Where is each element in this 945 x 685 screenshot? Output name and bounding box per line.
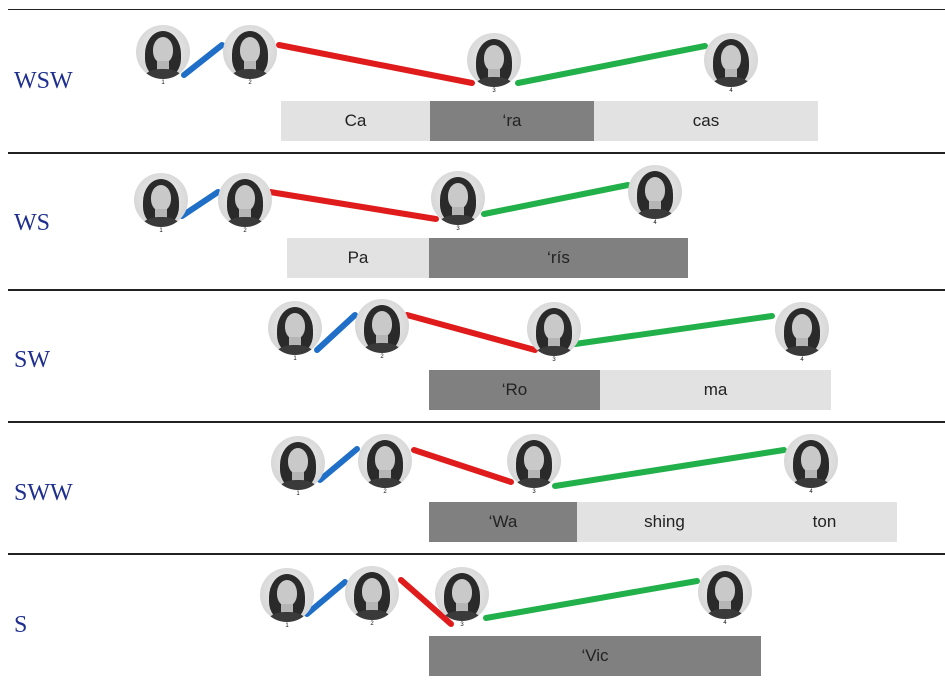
red-transition-line-s xyxy=(398,577,454,627)
frame-number: 3 xyxy=(456,226,460,232)
green-transition-line-s xyxy=(483,578,700,621)
stressed-syllable-sww-1: ‘Wa xyxy=(429,502,577,542)
face-photo-icon xyxy=(345,566,399,620)
stressed-syllable-s-1: ‘Vic xyxy=(429,636,761,676)
frame-number: 1 xyxy=(161,80,165,86)
face-photo-icon xyxy=(268,301,322,355)
face-photo-icon xyxy=(223,25,277,79)
red-transition-line-sww xyxy=(411,447,514,485)
frame-number: 2 xyxy=(248,80,252,86)
face-photo-icon xyxy=(431,171,485,225)
syllable-wsw-3: cas xyxy=(594,101,818,141)
stress-pattern-label-ws: WS xyxy=(14,210,50,236)
frame-number: 1 xyxy=(159,228,163,234)
frame-number: 4 xyxy=(809,489,813,495)
stress-pattern-label-s: S xyxy=(14,612,28,638)
face-photo-icon xyxy=(218,173,272,227)
red-transition-line-ws xyxy=(267,189,439,222)
frame-number: 1 xyxy=(293,356,297,362)
face-photo-icon xyxy=(527,302,581,356)
stress-pattern-label-sw: SW xyxy=(14,347,50,373)
face-photo-icon xyxy=(435,567,489,621)
red-transition-line-wsw xyxy=(276,42,475,86)
frame-number: 3 xyxy=(532,489,536,495)
syllable-sww-3: ton xyxy=(752,502,897,542)
green-transition-line-sww xyxy=(552,447,787,489)
face-photo-icon xyxy=(136,25,190,79)
face-photo-icon xyxy=(698,565,752,619)
stressed-syllable-wsw-2: ‘ra xyxy=(430,101,594,141)
blue-transition-line-s xyxy=(304,579,348,617)
panel-divider xyxy=(8,152,945,154)
frame-number: 2 xyxy=(380,354,384,360)
face-photo-icon xyxy=(775,302,829,356)
face-photo-icon xyxy=(260,568,314,622)
frame-number: 2 xyxy=(383,489,387,495)
frame-number: 3 xyxy=(492,88,496,94)
frame-number: 1 xyxy=(296,491,300,497)
panel-divider xyxy=(8,289,945,291)
blue-transition-line-wsw xyxy=(181,42,225,78)
face-photo-icon xyxy=(358,434,412,488)
panel-border-top xyxy=(8,9,945,10)
panel-divider xyxy=(8,421,945,423)
frame-number: 4 xyxy=(729,88,733,94)
face-photo-icon xyxy=(271,436,325,490)
green-transition-line-wsw xyxy=(515,43,708,86)
face-photo-icon xyxy=(134,173,188,227)
stress-pattern-label-wsw: WSW xyxy=(14,68,73,94)
syllable-sw-2: ma xyxy=(600,370,831,410)
blue-transition-line-ws xyxy=(179,189,221,219)
face-photo-icon xyxy=(784,434,838,488)
syllable-wsw-1: Ca xyxy=(281,101,430,141)
frame-number: 2 xyxy=(370,621,374,627)
face-photo-icon xyxy=(467,33,521,87)
syllable-ws-1: Pa xyxy=(287,238,429,278)
face-photo-icon xyxy=(628,165,682,219)
frame-number: 1 xyxy=(285,623,289,629)
panel-divider xyxy=(8,553,945,555)
syllable-sww-2: shing xyxy=(577,502,752,542)
frame-number: 4 xyxy=(723,620,727,626)
face-photo-icon xyxy=(355,299,409,353)
green-transition-line-ws xyxy=(481,182,631,217)
stressed-syllable-sw-1: ‘Ro xyxy=(429,370,600,410)
frame-number: 4 xyxy=(800,357,804,363)
frame-number: 4 xyxy=(653,220,657,226)
face-photo-icon xyxy=(704,33,758,87)
blue-transition-line-sww xyxy=(317,446,360,483)
green-transition-line-sw xyxy=(572,313,775,347)
frame-number: 3 xyxy=(460,622,464,628)
stress-pattern-label-sww: SWW xyxy=(14,480,73,506)
red-transition-line-sw xyxy=(404,312,538,353)
face-photo-icon xyxy=(507,434,561,488)
stressed-syllable-ws-2: ‘rís xyxy=(429,238,688,278)
frame-number: 2 xyxy=(243,228,247,234)
frame-number: 3 xyxy=(552,357,556,363)
blue-transition-line-sw xyxy=(314,312,358,353)
